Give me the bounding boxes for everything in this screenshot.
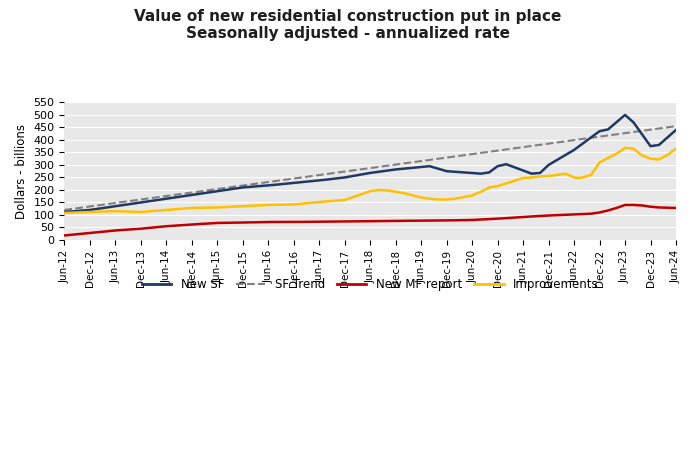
Text: Value of new residential construction put in place
Seasonally adjusted - annuali: Value of new residential construction pu… <box>134 9 562 41</box>
Y-axis label: Dollars - billions: Dollars - billions <box>15 124 28 219</box>
Legend: New SF, SF Trend, New MF report, Improvements: New SF, SF Trend, New MF report, Improve… <box>137 274 603 296</box>
